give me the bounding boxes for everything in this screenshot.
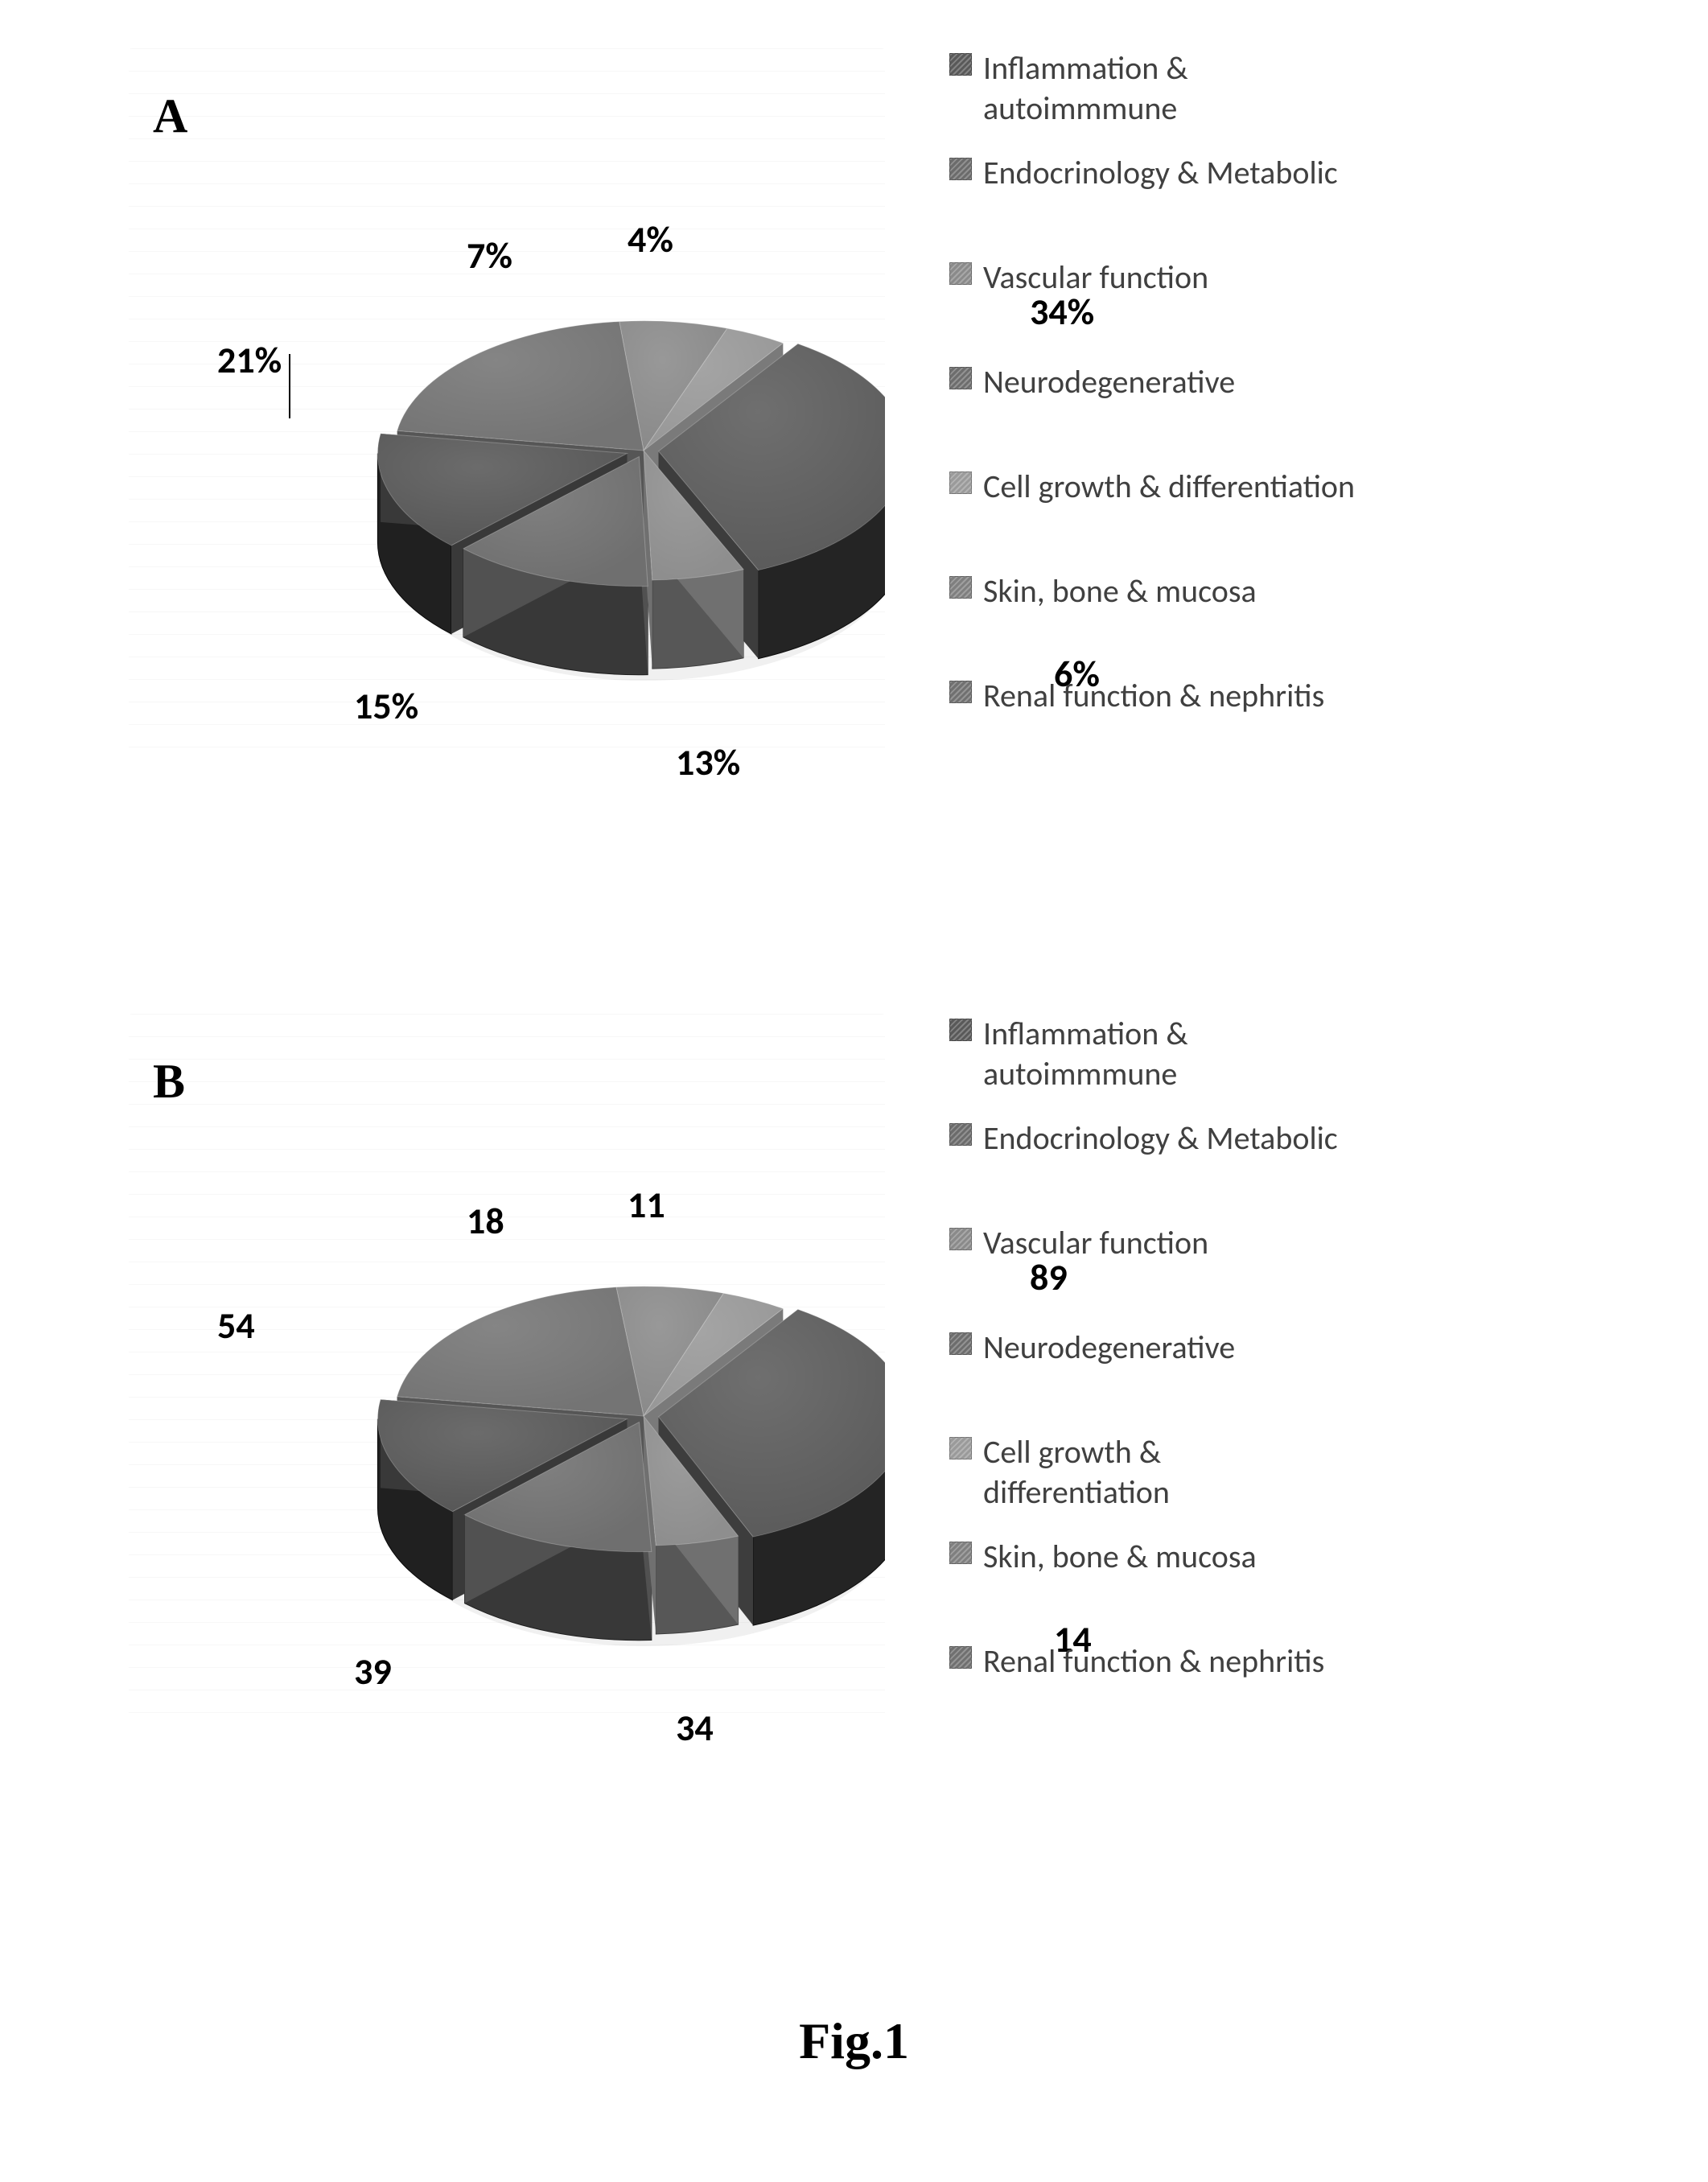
pie-chart-b: 89143439541811	[129, 1014, 885, 1722]
legend-item: Inflammation &autoimmmune	[949, 48, 1188, 129]
legend-b: Inflammation &autoimmmune Endocrinology &…	[949, 1014, 1673, 1738]
legend-label: Inflammation &autoimmmune	[983, 48, 1188, 129]
legend-item: Endocrinology & Metabolic	[949, 153, 1338, 193]
legend-label: Cell growth &differentiation	[983, 1432, 1170, 1513]
legend-item: Endocrinology & Metabolic	[949, 1118, 1338, 1159]
legend-label: Skin, bone & mucosa	[983, 1537, 1257, 1577]
legend-item: Vascular function	[949, 1223, 1208, 1263]
legend-label: Vascular function	[983, 257, 1208, 298]
legend-swatch	[949, 471, 972, 494]
slice-label: 39	[354, 1649, 392, 1694]
legend-label: Renal function & nephritis	[983, 1641, 1324, 1682]
legend-label: Skin, bone & mucosa	[983, 571, 1257, 611]
legend-item: Neurodegenerative	[949, 1328, 1235, 1368]
slice-label: 15%	[354, 684, 418, 729]
slice-label: 21%	[217, 338, 282, 383]
legend-a: Inflammation &autoimmmune Endocrinology &…	[949, 48, 1673, 772]
legend-item: Renal function & nephritis	[949, 676, 1324, 716]
legend-label: Neurodegenerative	[983, 1328, 1235, 1368]
legend-swatch	[949, 158, 972, 180]
panel-b: B 89143439541811	[0, 982, 949, 1786]
slice-label: 11	[628, 1183, 665, 1228]
legend-swatch	[949, 1332, 972, 1355]
legend-label: Endocrinology & Metabolic	[983, 1118, 1338, 1159]
legend-swatch	[949, 1123, 972, 1146]
legend-swatch	[949, 1437, 972, 1459]
legend-swatch	[949, 1542, 972, 1564]
slice-label: 54	[217, 1303, 255, 1348]
legend-label: Renal function & nephritis	[983, 676, 1324, 716]
slice-label: 7%	[467, 233, 512, 278]
legend-item: Cell growth & differentiation	[949, 467, 1355, 507]
legend-label: Neurodegenerative	[983, 362, 1235, 402]
legend-swatch	[949, 53, 972, 76]
slice-label: 34	[676, 1706, 714, 1751]
legend-swatch	[949, 1646, 972, 1669]
legend-item: Cell growth &differentiation	[949, 1432, 1170, 1513]
legend-item: Vascular function	[949, 257, 1208, 298]
legend-label: Endocrinology & Metabolic	[983, 153, 1338, 193]
legend-item: Inflammation &autoimmmune	[949, 1014, 1188, 1094]
legend-swatch	[949, 1228, 972, 1250]
legend-swatch	[949, 576, 972, 599]
legend-item: Renal function & nephritis	[949, 1641, 1324, 1682]
slice-label: 18	[467, 1199, 504, 1244]
legend-label: Inflammation &autoimmmune	[983, 1014, 1188, 1094]
panel-a: A 34%6%13%15%21%7%4%	[0, 16, 949, 821]
figure-caption: Fig.1	[0, 2011, 1708, 2071]
slice-label: 4%	[628, 217, 673, 262]
slice-label: 13%	[676, 740, 740, 785]
pie-chart-a: 34%6%13%15%21%7%4%	[129, 48, 885, 756]
legend-swatch	[949, 262, 972, 285]
legend-item: Skin, bone & mucosa	[949, 571, 1257, 611]
legend-label: Vascular function	[983, 1223, 1208, 1263]
legend-label: Cell growth & differentiation	[983, 467, 1355, 507]
legend-item: Neurodegenerative	[949, 362, 1235, 402]
legend-swatch	[949, 367, 972, 389]
legend-swatch	[949, 681, 972, 703]
legend-item: Skin, bone & mucosa	[949, 1537, 1257, 1577]
legend-swatch	[949, 1019, 972, 1041]
